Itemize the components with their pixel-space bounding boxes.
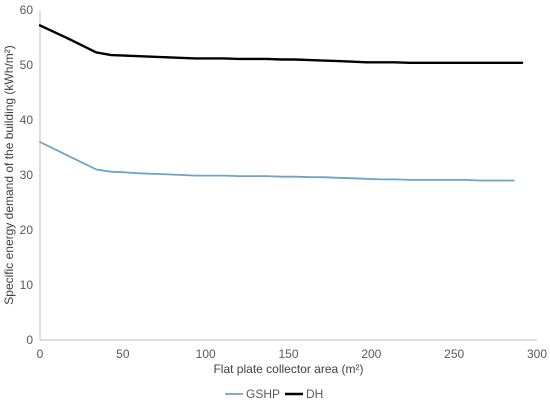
tick-labels: 0 10 20 30 40 50 60 0 50 100 150 200 250 300	[20, 3, 548, 361]
legend-label-dh: DH	[306, 387, 323, 401]
series-lines	[38, 24, 524, 182]
axes	[39, 10, 537, 341]
y-tick-label: 30	[20, 168, 34, 182]
series-line-gshp	[39, 141, 515, 182]
y-tick-label: 10	[20, 278, 34, 292]
x-tick-label: 0	[37, 347, 44, 361]
y-tick-label: 40	[20, 113, 34, 127]
y-tick-label: 0	[26, 333, 33, 347]
y-tick-label: 20	[20, 223, 34, 237]
x-tick-label: 200	[361, 347, 381, 361]
y-axis-title: Specific energy demand of the building (…	[2, 45, 16, 304]
x-tick-label: 50	[116, 347, 130, 361]
x-tick-label: 150	[278, 347, 298, 361]
legend-label-gshp: GSHP	[246, 387, 280, 401]
x-tick-label: 100	[196, 347, 216, 361]
x-tick-label: 300	[527, 347, 547, 361]
series-line-dh	[38, 24, 524, 64]
x-tick-label: 250	[444, 347, 464, 361]
x-axis-title: Flat plate collector area (m²)	[213, 362, 363, 376]
legend: GSHP DH	[225, 387, 323, 401]
y-tick-label: 60	[20, 3, 34, 17]
y-tick-label: 50	[20, 58, 34, 72]
